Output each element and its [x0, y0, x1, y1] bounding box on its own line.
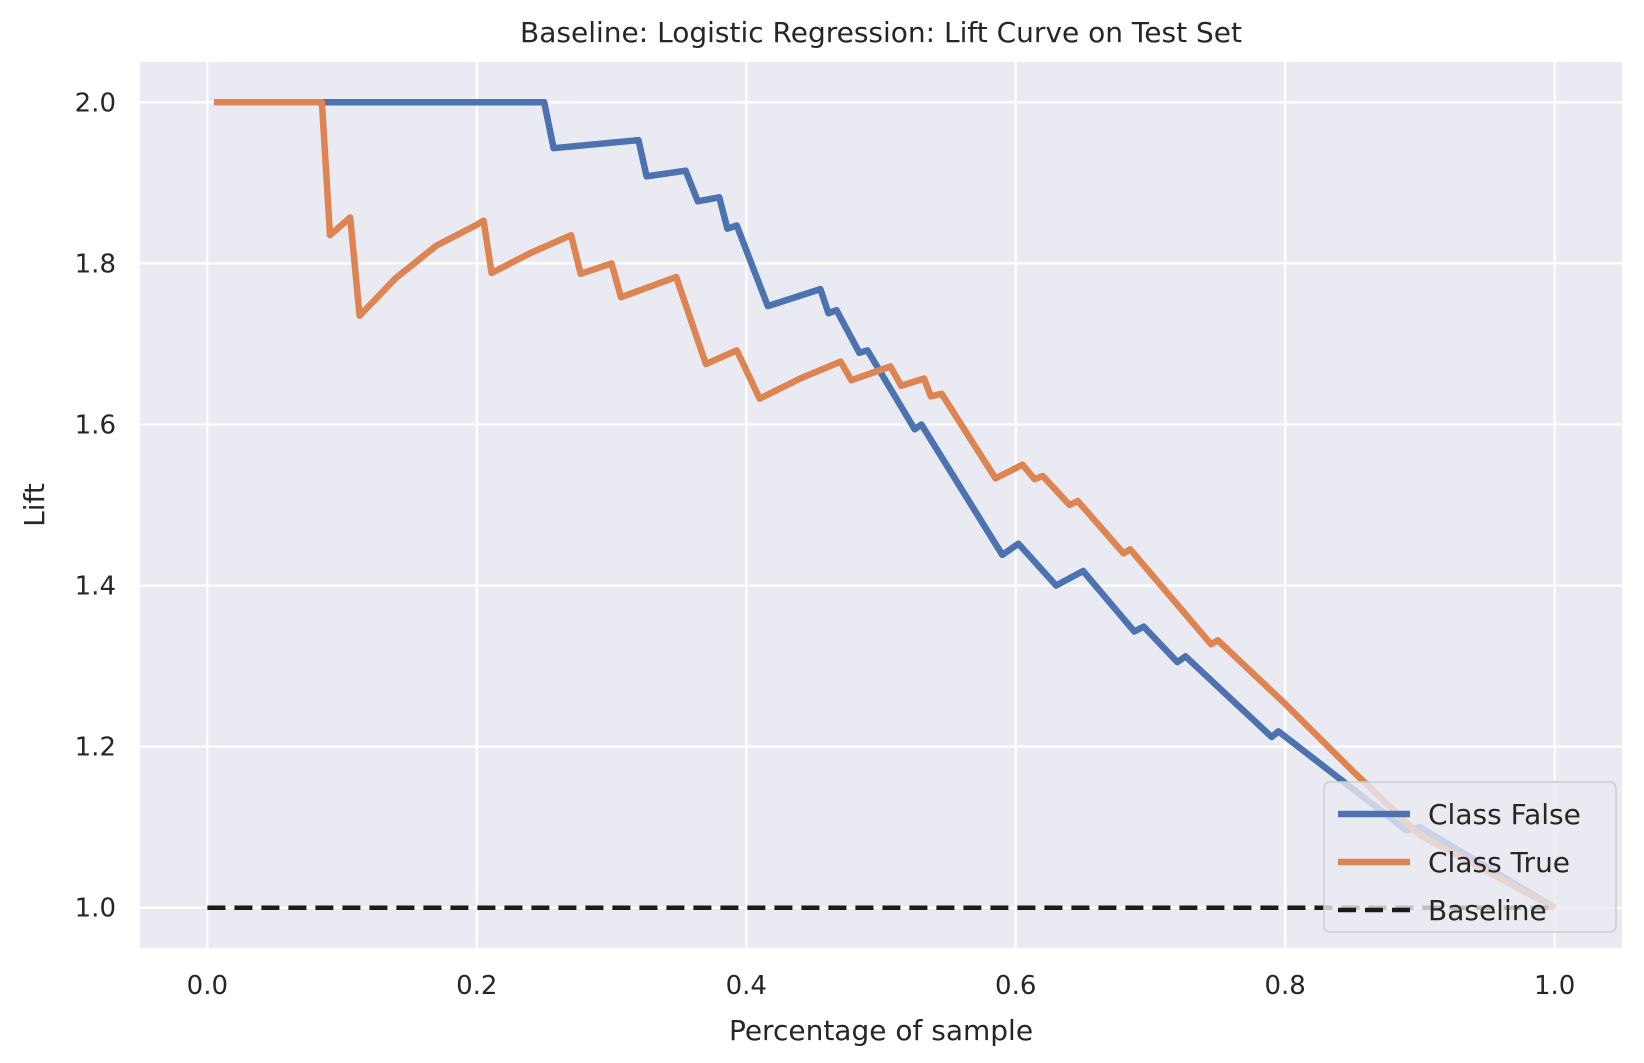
x-tick-label: 0.0	[187, 971, 228, 1001]
y-tick-label: 1.4	[75, 572, 116, 602]
tick-labels: 0.0 0.2 0.4 0.6 0.8 1.0 1.0 1.2 1.4 1.6 1.8 2.0	[75, 88, 1576, 1001]
legend-label: Class False	[1428, 798, 1581, 831]
y-axis-label: Lift	[18, 483, 51, 527]
x-tick-label: 0.2	[456, 971, 497, 1001]
x-tick-label: 0.6	[995, 971, 1036, 1001]
series-line-class-true	[214, 99, 1557, 911]
y-tick-label: 1.8	[75, 249, 116, 279]
x-tick-label: 0.8	[1265, 971, 1306, 1001]
series-line-class-false	[214, 99, 1557, 911]
legend-label: Baseline	[1428, 894, 1547, 927]
y-tick-label: 1.0	[75, 894, 116, 924]
x-tick-label: 1.0	[1534, 971, 1575, 1001]
y-tick-label: 2.0	[75, 88, 116, 118]
chart-title: Baseline: Logistic Regression: Lift Curv…	[520, 16, 1242, 49]
x-axis-label: Percentage of sample	[729, 1014, 1033, 1047]
legend-box	[1323, 781, 1617, 933]
x-tick-label: 0.4	[726, 971, 767, 1001]
legend: Class False Class True Baseline	[1323, 781, 1617, 933]
y-tick-label: 1.2	[75, 733, 116, 763]
y-tick-label: 1.6	[75, 410, 116, 440]
legend-label: Class True	[1428, 846, 1570, 879]
